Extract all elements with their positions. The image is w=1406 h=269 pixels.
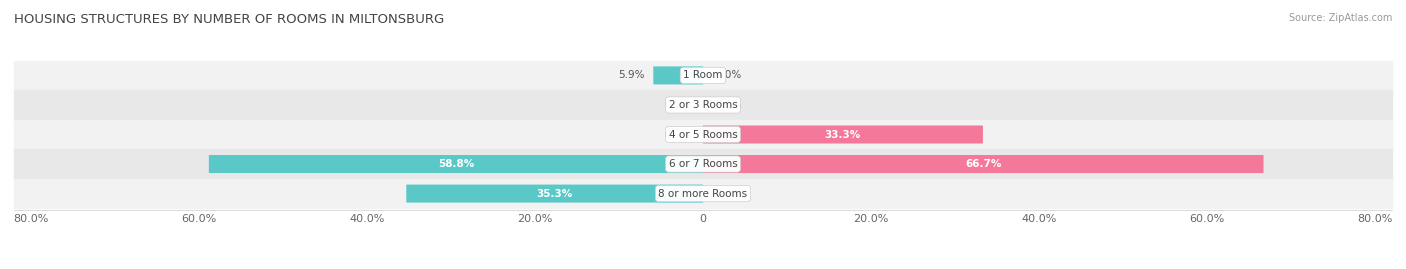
Text: 0.0%: 0.0% xyxy=(716,189,742,199)
FancyBboxPatch shape xyxy=(703,155,1264,173)
Bar xyxy=(14,179,1392,208)
Text: 0.0%: 0.0% xyxy=(664,129,690,140)
Text: 33.3%: 33.3% xyxy=(825,129,860,140)
Text: 6 or 7 Rooms: 6 or 7 Rooms xyxy=(669,159,737,169)
Text: 5.9%: 5.9% xyxy=(619,70,645,80)
Bar xyxy=(14,120,1392,149)
Bar xyxy=(14,149,1392,179)
Bar xyxy=(14,90,1392,120)
Text: 0.0%: 0.0% xyxy=(716,100,742,110)
Text: 58.8%: 58.8% xyxy=(437,159,474,169)
FancyBboxPatch shape xyxy=(654,66,703,84)
Text: 2 or 3 Rooms: 2 or 3 Rooms xyxy=(669,100,737,110)
Text: 0.0%: 0.0% xyxy=(716,70,742,80)
Text: 66.7%: 66.7% xyxy=(965,159,1001,169)
Bar xyxy=(14,61,1392,90)
FancyBboxPatch shape xyxy=(209,155,703,173)
Text: 0.0%: 0.0% xyxy=(664,100,690,110)
Text: 4 or 5 Rooms: 4 or 5 Rooms xyxy=(669,129,737,140)
FancyBboxPatch shape xyxy=(406,185,703,203)
Text: 8 or more Rooms: 8 or more Rooms xyxy=(658,189,748,199)
Text: Source: ZipAtlas.com: Source: ZipAtlas.com xyxy=(1288,13,1392,23)
FancyBboxPatch shape xyxy=(703,126,983,143)
Text: HOUSING STRUCTURES BY NUMBER OF ROOMS IN MILTONSBURG: HOUSING STRUCTURES BY NUMBER OF ROOMS IN… xyxy=(14,13,444,26)
Text: 1 Room: 1 Room xyxy=(683,70,723,80)
Text: 35.3%: 35.3% xyxy=(537,189,572,199)
